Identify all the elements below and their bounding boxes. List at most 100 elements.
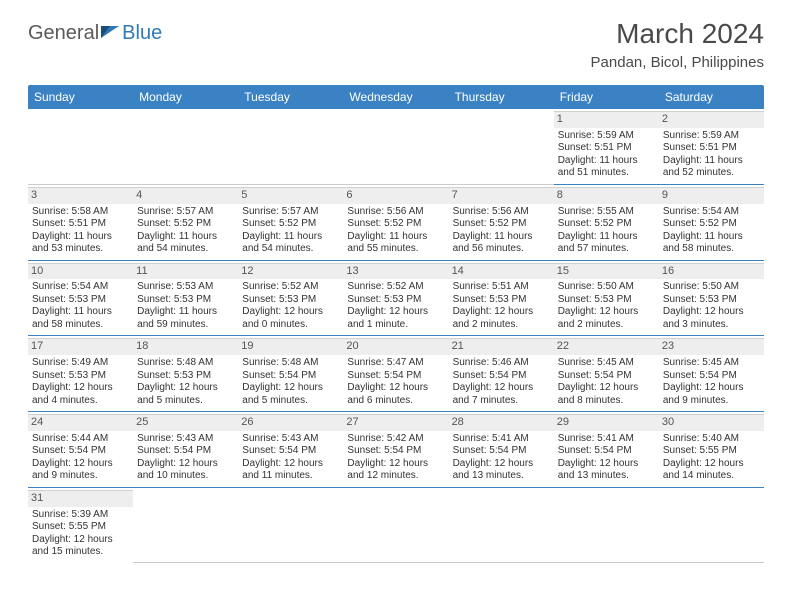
day-number: 12 — [238, 263, 343, 280]
daylight-text: and 54 minutes. — [137, 243, 234, 256]
day-number: 26 — [238, 414, 343, 431]
sunrise-text: Sunrise: 5:57 AM — [242, 206, 339, 219]
sunset-text: Sunset: 5:53 PM — [347, 294, 444, 307]
day-header: Tuesday — [238, 85, 343, 109]
daylight-text: Daylight: 12 hours — [663, 306, 760, 319]
sunset-text: Sunset: 5:52 PM — [242, 218, 339, 231]
sunset-text: Sunset: 5:55 PM — [663, 445, 760, 458]
calendar-cell: 9Sunrise: 5:54 AMSunset: 5:52 PMDaylight… — [659, 184, 764, 260]
sunrise-text: Sunrise: 5:50 AM — [558, 281, 655, 294]
calendar-cell: 2Sunrise: 5:59 AMSunset: 5:51 PMDaylight… — [659, 109, 764, 184]
day-number: 1 — [554, 111, 659, 128]
daylight-text: Daylight: 11 hours — [137, 231, 234, 244]
day-header: Sunday — [28, 85, 133, 109]
brand-logo: General Blue — [28, 18, 162, 45]
daylight-text: and 10 minutes. — [137, 470, 234, 483]
day-number: 20 — [343, 338, 448, 355]
day-number: 27 — [343, 414, 448, 431]
day-number: 2 — [659, 111, 764, 128]
daylight-text: and 13 minutes. — [558, 470, 655, 483]
brand-word-2: Blue — [122, 22, 162, 45]
calendar-cell: 13Sunrise: 5:52 AMSunset: 5:53 PMDayligh… — [343, 260, 448, 336]
daylight-text: Daylight: 12 hours — [558, 382, 655, 395]
daylight-text: Daylight: 12 hours — [32, 534, 129, 547]
daylight-text: and 51 minutes. — [558, 167, 655, 180]
daylight-text: Daylight: 12 hours — [453, 382, 550, 395]
sunrise-text: Sunrise: 5:49 AM — [32, 357, 129, 370]
sunrise-text: Sunrise: 5:39 AM — [32, 509, 129, 522]
daylight-text: and 2 minutes. — [453, 319, 550, 332]
daylight-text: Daylight: 11 hours — [347, 231, 444, 244]
sunrise-text: Sunrise: 5:40 AM — [663, 433, 760, 446]
title-block: March 2024 Pandan, Bicol, Philippines — [591, 18, 764, 71]
daylight-text: Daylight: 12 hours — [453, 306, 550, 319]
daylight-text: Daylight: 12 hours — [453, 458, 550, 471]
sunrise-text: Sunrise: 5:44 AM — [32, 433, 129, 446]
daylight-text: and 55 minutes. — [347, 243, 444, 256]
sunrise-text: Sunrise: 5:55 AM — [558, 206, 655, 219]
sunset-text: Sunset: 5:54 PM — [242, 445, 339, 458]
day-number: 4 — [133, 187, 238, 204]
day-number: 18 — [133, 338, 238, 355]
daylight-text: and 9 minutes. — [663, 395, 760, 408]
day-number: 15 — [554, 263, 659, 280]
sunrise-text: Sunrise: 5:42 AM — [347, 433, 444, 446]
month-title: March 2024 — [591, 18, 764, 50]
sunrise-text: Sunrise: 5:46 AM — [453, 357, 550, 370]
sunrise-text: Sunrise: 5:43 AM — [137, 433, 234, 446]
daylight-text: Daylight: 12 hours — [32, 382, 129, 395]
sunset-text: Sunset: 5:52 PM — [663, 218, 760, 231]
daylight-text: and 15 minutes. — [32, 546, 129, 559]
sunset-text: Sunset: 5:51 PM — [558, 142, 655, 155]
day-number: 29 — [554, 414, 659, 431]
daylight-text: and 6 minutes. — [347, 395, 444, 408]
calendar-cell: 22Sunrise: 5:45 AMSunset: 5:54 PMDayligh… — [554, 336, 659, 412]
calendar-cell: 19Sunrise: 5:48 AMSunset: 5:54 PMDayligh… — [238, 336, 343, 412]
day-header: Wednesday — [343, 85, 448, 109]
calendar-cell — [659, 487, 764, 562]
calendar-cell — [238, 109, 343, 184]
daylight-text: and 58 minutes. — [32, 319, 129, 332]
calendar-table: Sunday Monday Tuesday Wednesday Thursday… — [28, 85, 764, 563]
sunrise-text: Sunrise: 5:59 AM — [663, 130, 760, 143]
sunrise-text: Sunrise: 5:54 AM — [663, 206, 760, 219]
daylight-text: Daylight: 11 hours — [453, 231, 550, 244]
calendar-cell: 17Sunrise: 5:49 AMSunset: 5:53 PMDayligh… — [28, 336, 133, 412]
daylight-text: and 13 minutes. — [453, 470, 550, 483]
sunset-text: Sunset: 5:52 PM — [453, 218, 550, 231]
day-number: 7 — [449, 187, 554, 204]
day-number: 8 — [554, 187, 659, 204]
daylight-text: and 8 minutes. — [558, 395, 655, 408]
daylight-text: Daylight: 11 hours — [137, 306, 234, 319]
calendar-cell — [449, 109, 554, 184]
daylight-text: and 7 minutes. — [453, 395, 550, 408]
sunrise-text: Sunrise: 5:56 AM — [347, 206, 444, 219]
daylight-text: Daylight: 11 hours — [32, 231, 129, 244]
sunset-text: Sunset: 5:54 PM — [347, 370, 444, 383]
day-header: Thursday — [449, 85, 554, 109]
day-header-row: Sunday Monday Tuesday Wednesday Thursday… — [28, 85, 764, 109]
location-text: Pandan, Bicol, Philippines — [591, 54, 764, 71]
day-number: 3 — [28, 187, 133, 204]
daylight-text: Daylight: 12 hours — [347, 382, 444, 395]
day-number: 9 — [659, 187, 764, 204]
calendar-cell: 29Sunrise: 5:41 AMSunset: 5:54 PMDayligh… — [554, 412, 659, 488]
calendar-cell: 24Sunrise: 5:44 AMSunset: 5:54 PMDayligh… — [28, 412, 133, 488]
daylight-text: and 1 minute. — [347, 319, 444, 332]
day-header: Friday — [554, 85, 659, 109]
calendar-cell: 11Sunrise: 5:53 AMSunset: 5:53 PMDayligh… — [133, 260, 238, 336]
sunset-text: Sunset: 5:53 PM — [137, 294, 234, 307]
calendar-cell: 28Sunrise: 5:41 AMSunset: 5:54 PMDayligh… — [449, 412, 554, 488]
day-header: Saturday — [659, 85, 764, 109]
calendar-cell: 23Sunrise: 5:45 AMSunset: 5:54 PMDayligh… — [659, 336, 764, 412]
calendar-cell — [554, 487, 659, 562]
sunset-text: Sunset: 5:52 PM — [347, 218, 444, 231]
day-number: 25 — [133, 414, 238, 431]
daylight-text: Daylight: 12 hours — [663, 382, 760, 395]
day-number: 5 — [238, 187, 343, 204]
day-number: 30 — [659, 414, 764, 431]
calendar-cell — [28, 109, 133, 184]
day-number: 28 — [449, 414, 554, 431]
calendar-cell: 31Sunrise: 5:39 AMSunset: 5:55 PMDayligh… — [28, 487, 133, 562]
calendar-cell: 5Sunrise: 5:57 AMSunset: 5:52 PMDaylight… — [238, 184, 343, 260]
